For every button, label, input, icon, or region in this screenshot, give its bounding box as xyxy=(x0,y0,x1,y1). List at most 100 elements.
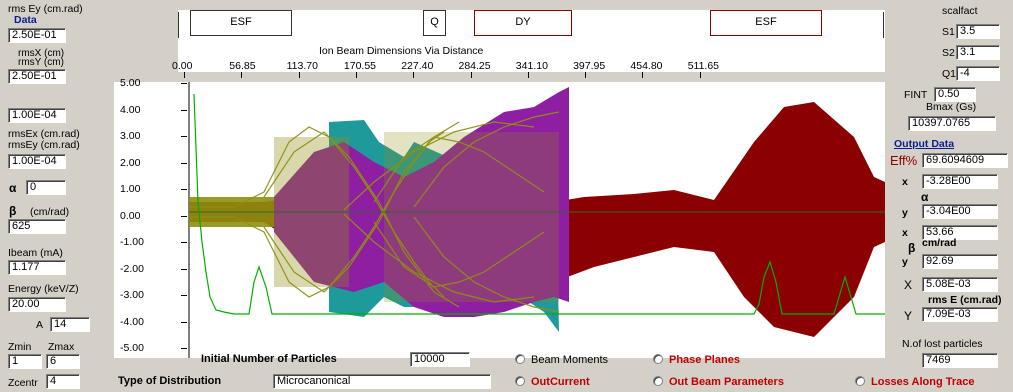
y-tick-mark xyxy=(181,109,187,111)
radio-out-beam-parameters-label: Out Beam Parameters xyxy=(669,376,784,388)
ibeam-label: Ibeam (mA) xyxy=(8,247,63,259)
alpha-input[interactable]: 0 xyxy=(26,180,66,195)
olive-lobe-2 xyxy=(384,132,559,302)
x-tick-mark xyxy=(355,72,357,78)
beta-unit-label: (cm/rad) xyxy=(30,206,70,218)
radio-circle-icon xyxy=(515,376,525,386)
zmax-input[interactable]: 6 xyxy=(46,354,80,369)
radio-losses-label: Losses Along Trace xyxy=(871,376,975,388)
beam-envelope-plot xyxy=(188,82,885,358)
y-tick-label: -3.00 xyxy=(120,289,144,301)
x-tick-label: 397.95 xyxy=(573,60,606,72)
beta-y-label: y xyxy=(902,256,908,268)
x-tick-mark xyxy=(470,72,472,78)
q1-input[interactable]: -4 xyxy=(956,66,1000,81)
s2-input[interactable]: 3.1 xyxy=(956,45,1000,60)
rmsx-label: rmsX (cm) xyxy=(18,48,65,59)
zmin-input[interactable]: 1 xyxy=(8,354,42,369)
x-tick-mark xyxy=(184,72,185,78)
element-marker-right xyxy=(883,12,884,38)
emittance-x-value: 5.08E-03 xyxy=(922,277,998,292)
green-intensity-curve xyxy=(193,93,885,315)
element-esf-1[interactable]: ESF xyxy=(190,10,292,36)
initial-particles-input[interactable]: 10000 xyxy=(410,352,470,367)
rmsxy-input[interactable]: 2.50E-01 xyxy=(8,69,66,84)
bmax-label: Bmax (Gs) xyxy=(926,101,977,113)
x-tick-label: 227.40 xyxy=(401,60,434,72)
x-tick-mark xyxy=(241,72,243,78)
radio-phase-planes[interactable]: Phase Planes xyxy=(653,354,740,366)
emittance-y-label: Y xyxy=(904,309,913,323)
fint-label: FINT xyxy=(904,89,928,101)
x-tick-mark xyxy=(699,72,701,78)
envelope-olive xyxy=(189,111,560,313)
energy-input[interactable]: 20.00 xyxy=(8,297,66,312)
ibeam-input[interactable]: 1.177 xyxy=(8,260,66,275)
alpha-x-value: -3.28E00 xyxy=(922,174,998,189)
s2-label: S2 xyxy=(942,47,955,59)
blank-param-input[interactable]: 1.00E-04 xyxy=(8,108,66,123)
element-q[interactable]: Q xyxy=(423,10,446,36)
zcentr-label: Zcentr xyxy=(8,377,38,389)
alpha-y-value: -3.04E00 xyxy=(922,204,998,219)
radio-beam-moments[interactable]: Beam Moments xyxy=(515,354,608,366)
element-dy[interactable]: DY xyxy=(474,10,572,36)
envelope-purple xyxy=(274,87,569,317)
zcentr-input[interactable]: 4 xyxy=(46,374,80,389)
x-tick-mark xyxy=(413,72,415,78)
element-marker-left xyxy=(178,12,179,38)
distribution-select[interactable]: Microcanonical xyxy=(273,374,491,389)
beta-input[interactable]: 625 xyxy=(8,219,66,234)
bmax-value: 10397.0765 xyxy=(908,116,996,131)
y-tick-mark xyxy=(181,321,187,323)
beta-output-label: β xyxy=(908,241,916,255)
alpha-label: α xyxy=(9,181,17,195)
s1-label: S1 xyxy=(942,26,955,38)
lost-particles-value: 7469 xyxy=(922,353,998,368)
radio-losses-along-trace[interactable]: Losses Along Trace xyxy=(855,376,975,388)
x-tick-label: 56.85 xyxy=(229,60,256,72)
beta-y-value: 92.69 xyxy=(922,254,998,269)
x-tick-mark xyxy=(585,72,587,78)
y-tick-label: 3.00 xyxy=(120,130,141,142)
radio-phase-planes-label: Phase Planes xyxy=(669,354,740,366)
x-tick-label: 113.70 xyxy=(286,60,318,72)
radio-circle-icon xyxy=(653,354,663,364)
y-tick-label: 2.00 xyxy=(120,156,141,169)
rms-ey-input[interactable]: 2.50E-01 xyxy=(8,28,66,43)
eff-value: 69.6094609 xyxy=(922,153,1008,168)
element-esf-2[interactable]: ESF xyxy=(710,10,822,36)
y-tick-mark xyxy=(181,268,187,270)
y-tick-label: -4.00 xyxy=(120,315,144,328)
x-tick-mark xyxy=(642,72,644,78)
radio-circle-icon xyxy=(653,376,663,386)
y-tick-mark xyxy=(181,136,187,137)
initial-particles-label: Initial Number of Particles xyxy=(201,353,337,365)
y-tick-label: -5.00 xyxy=(120,342,144,354)
alpha-y-label: y xyxy=(902,207,908,219)
a-input[interactable]: 14 xyxy=(50,317,90,332)
y-tick-label: 0.00 xyxy=(120,209,141,222)
beta-x-label: x xyxy=(902,227,908,239)
y-tick-mark xyxy=(181,189,187,190)
q1-label: Q1 xyxy=(942,68,957,80)
rms-e-label: rms E (cm.rad) xyxy=(928,294,1002,306)
fint-input[interactable]: 0.50 xyxy=(934,87,976,102)
y-tick-label: 5.00 xyxy=(120,77,141,89)
plot-subtitle: Ion Beam Dimensions Via Distance xyxy=(319,45,484,57)
radio-outcurrent[interactable]: OutCurrent xyxy=(515,376,590,388)
y-tick-label: 4.00 xyxy=(120,103,141,116)
energy-label: Energy (keV/Z) xyxy=(8,283,79,295)
beta-output-unit: cm/rad xyxy=(922,237,957,249)
distribution-label: Type of Distribution xyxy=(118,375,222,387)
rmsey-label: rmsEy (cm.rad) xyxy=(8,139,80,151)
alpha-x-label: x xyxy=(902,176,908,188)
rmsexy-input[interactable]: 1.00E-04 xyxy=(8,154,66,169)
output-data-label: Output Data xyxy=(894,138,955,150)
s1-input[interactable]: 3.5 xyxy=(956,24,1000,39)
radio-out-beam-parameters[interactable]: Out Beam Parameters xyxy=(653,376,784,388)
x-tick-label: 284.25 xyxy=(458,60,491,72)
emittance-x-label: X xyxy=(904,278,913,292)
x-tick-mark xyxy=(298,72,300,78)
alpha-output-label: α xyxy=(921,190,929,204)
